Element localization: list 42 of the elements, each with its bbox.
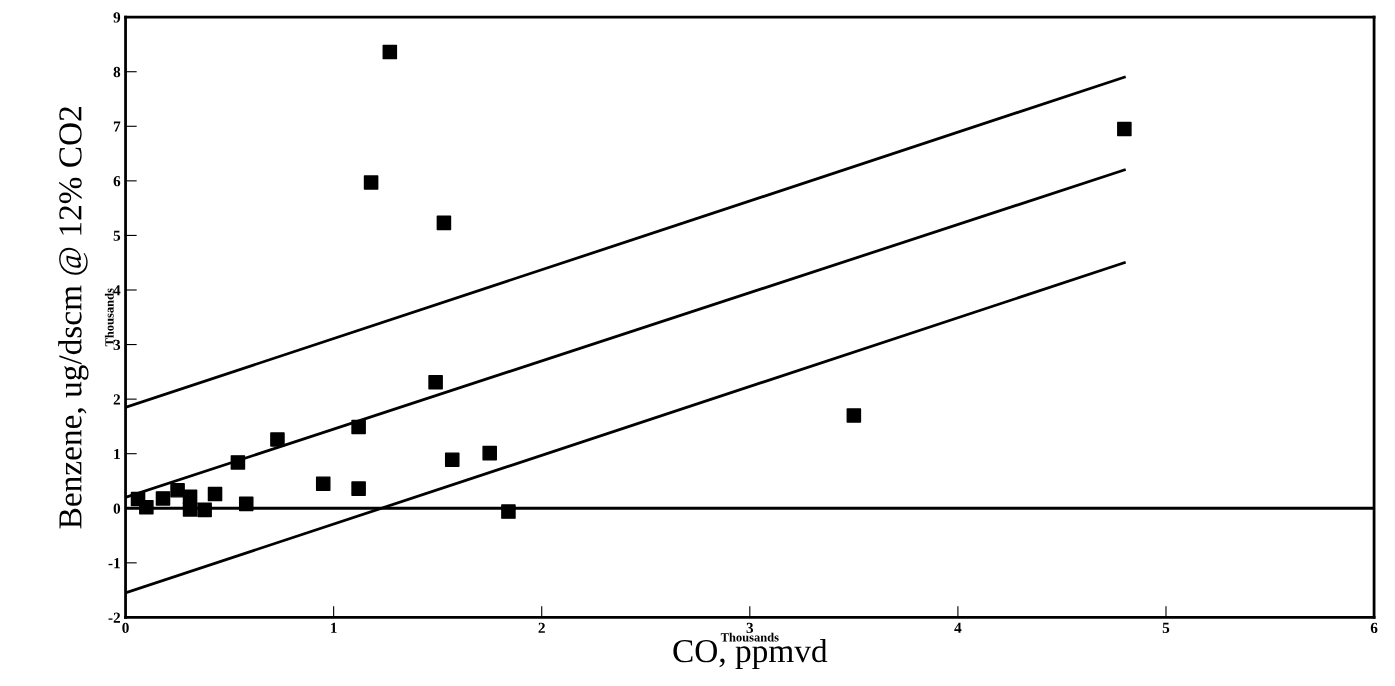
y-tick-label: -1 xyxy=(108,558,120,569)
point xyxy=(182,489,198,505)
point xyxy=(130,491,146,507)
y-tick-label: 0 xyxy=(113,503,121,514)
point xyxy=(501,504,516,519)
point xyxy=(238,496,254,512)
point xyxy=(170,482,185,498)
y-axis-title: Benzene, ug/dscm @ 12% CO2 xyxy=(58,107,89,529)
x-tick-label: 2 xyxy=(538,622,545,633)
x-tick-label: 3 xyxy=(746,622,754,634)
point xyxy=(197,502,212,518)
point xyxy=(315,476,331,491)
point xyxy=(155,491,171,506)
point xyxy=(351,419,366,435)
y-tick-label: 1 xyxy=(114,448,120,459)
y-tick-label: 4 xyxy=(113,285,121,296)
point xyxy=(482,445,497,461)
point xyxy=(444,452,460,467)
point xyxy=(428,374,443,390)
y-tick-label: -2 xyxy=(108,612,121,623)
y-tick-label: 9 xyxy=(113,12,121,23)
point xyxy=(207,486,223,502)
x-tick-label: 0 xyxy=(122,622,129,634)
point xyxy=(351,481,366,496)
y-tick-label: 2 xyxy=(113,394,121,405)
point xyxy=(230,455,246,470)
x-tick-label: 6 xyxy=(1370,622,1378,634)
x-tick-label: 4 xyxy=(954,622,962,633)
x-tick-label: 1 xyxy=(331,622,337,633)
y-tick-label: 8 xyxy=(113,66,121,78)
text: Thousands xyxy=(104,288,114,347)
y-tick-label: 6 xyxy=(113,176,121,187)
point xyxy=(363,175,379,190)
point xyxy=(1117,121,1132,137)
y-tick-label: 5 xyxy=(113,230,121,241)
y-tick-label: 3 xyxy=(113,339,121,351)
point xyxy=(382,44,398,60)
x-tick-label: 5 xyxy=(1162,622,1170,634)
y-tick-label: 7 xyxy=(113,121,121,132)
point xyxy=(270,432,285,447)
point xyxy=(846,408,862,423)
point xyxy=(436,215,452,231)
